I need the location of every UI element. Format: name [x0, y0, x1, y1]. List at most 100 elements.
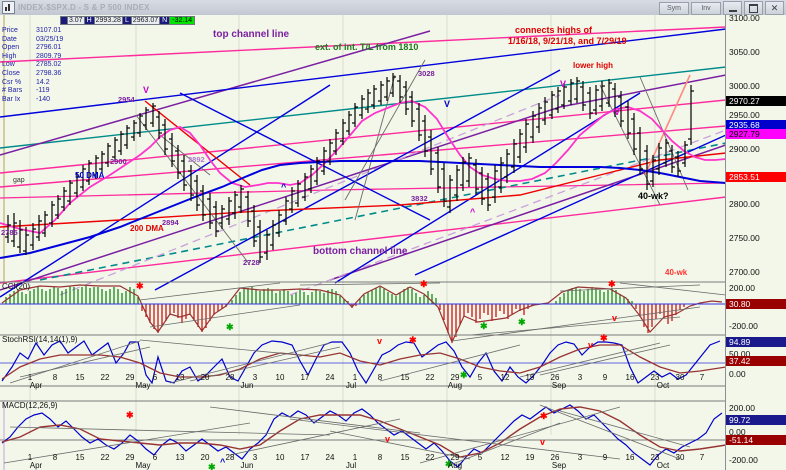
date-tick: 15 [400, 453, 410, 462]
month-label: Oct [656, 461, 670, 470]
date-tick: 24 [325, 453, 335, 462]
info-row: High 2809.79 [2, 53, 63, 62]
maximize-button[interactable] [744, 1, 763, 15]
date-tick: 29 [450, 373, 460, 382]
svg-text:✱: ✱ [600, 333, 608, 343]
date-tick: 12 [500, 373, 510, 382]
svg-text:V: V [143, 85, 149, 95]
info-value: 3107.01 [36, 27, 62, 34]
info-key: Low [2, 61, 15, 69]
month-label: Aug [447, 381, 463, 390]
close-button[interactable]: ✕ [765, 1, 784, 15]
info-value: 2809.79 [36, 52, 62, 60]
info-row: Bar Ix -140 [2, 96, 63, 105]
month-label: Jun [240, 381, 254, 390]
info-row: Date 03/25/19 [2, 36, 63, 45]
chart-frame: V ^ V ^ V V [0, 13, 786, 470]
svg-text:V: V [560, 79, 566, 89]
date-tick: 7 [699, 453, 705, 462]
stochrsi-signal-value: 94.89 [726, 337, 786, 347]
net-value: -32.14 [169, 16, 196, 25]
date-tick: 22 [425, 373, 435, 382]
info-key: High [2, 52, 17, 60]
month-label: May [135, 381, 151, 390]
cci-scale-bottom: -200.00 [729, 321, 758, 331]
date-tick: 1 [27, 453, 33, 462]
inv-button[interactable]: Inv [691, 1, 721, 15]
month-label: Oct [656, 381, 670, 390]
info-key: # Bars [2, 87, 23, 95]
info-key: Open [2, 44, 20, 52]
price-highlight-ma50: 2935.68 [726, 120, 786, 130]
macd-line-value: 99.72 [726, 415, 786, 425]
month-label: May [135, 461, 151, 470]
date-tick: 19 [525, 453, 535, 462]
info-key: Date [2, 35, 17, 43]
high-value: 2993.28 [93, 16, 123, 25]
chart-plot-area[interactable]: V ^ V ^ V V [0, 15, 726, 470]
date-tick: 8 [52, 453, 58, 462]
info-row: # Bars -119 [2, 87, 63, 96]
date-tick: 22 [425, 453, 435, 462]
app-icon [2, 1, 15, 14]
month-label: Sep [551, 461, 567, 470]
svg-text:v: v [588, 340, 593, 350]
date-tick: 15 [75, 453, 85, 462]
svg-text:V: V [444, 99, 450, 109]
date-tick: 30 [675, 373, 685, 382]
date-tick: 29 [125, 373, 135, 382]
month-label: Aug [447, 461, 463, 470]
svg-text:✱: ✱ [208, 462, 216, 470]
svg-text:✱: ✱ [409, 335, 417, 345]
cci-scale-top: 200.00 [729, 283, 755, 293]
date-tick: 26 [550, 453, 560, 462]
svg-text:v: v [612, 313, 617, 323]
quote-bar: 3.07 H 2993.28 L 2963.07 N -32.14 [60, 16, 196, 25]
date-tick: 3 [252, 453, 258, 462]
info-key: Price [2, 27, 18, 34]
date-tick: 30 [675, 453, 685, 462]
svg-text:v: v [540, 437, 545, 447]
price-label: 2700.00 [729, 267, 760, 277]
svg-text:✱: ✱ [420, 279, 428, 289]
price-highlight-last: 2970.27 [726, 96, 786, 106]
svg-text:^: ^ [470, 207, 476, 217]
price-label: 2950.00 [729, 110, 760, 120]
date-tick: 6 [152, 373, 158, 382]
info-row: Csr % 14.2 [2, 79, 63, 88]
macd-scale-top: 200.00 [729, 403, 755, 413]
date-tick: 8 [377, 373, 383, 382]
window-title: INDEX-$SPX.D - S & P 500 INDEX [18, 3, 150, 12]
macd-zero: 0.00 [729, 427, 746, 437]
date-tick: 24 [325, 373, 335, 382]
svg-text:✱: ✱ [126, 410, 134, 420]
price-label: 2900.00 [729, 144, 760, 154]
date-tick: 29 [450, 453, 460, 462]
date-tick: 1 [27, 373, 33, 382]
date-tick: 26 [550, 373, 560, 382]
svg-text:✱: ✱ [540, 411, 548, 421]
info-row: Low 2785.02 [2, 61, 63, 70]
info-value: -119 [36, 87, 50, 95]
date-tick: 3 [577, 373, 583, 382]
indicator-title-cci: CCI(20) [2, 282, 31, 291]
stochrsi-scale-bottom: 0.00 [729, 369, 746, 379]
date-tick: 3 [577, 453, 583, 462]
price-highlight-ma200: 2853.51 [726, 172, 786, 182]
svg-text:✱: ✱ [460, 370, 468, 380]
info-value: 14.2 [36, 78, 50, 86]
month-label: Sep [551, 381, 567, 390]
date-tick: 20 [200, 373, 210, 382]
sym-button[interactable]: Sym [659, 1, 689, 15]
macd-signal-value: -51.14 [726, 435, 786, 445]
date-tick: 28 [225, 373, 235, 382]
svg-text:✱: ✱ [136, 281, 144, 291]
minimize-button[interactable] [723, 1, 742, 15]
month-label: Apr [29, 461, 43, 470]
price-scale-axis[interactable]: 3100.00 3050.00 3000.00 2970.27 2950.00 … [725, 13, 786, 470]
info-value: 2785.02 [36, 61, 62, 69]
date-tick: 10 [275, 373, 285, 382]
date-tick: 7 [699, 373, 705, 382]
svg-text:^: ^ [281, 182, 287, 192]
date-tick: 23 [650, 453, 660, 462]
